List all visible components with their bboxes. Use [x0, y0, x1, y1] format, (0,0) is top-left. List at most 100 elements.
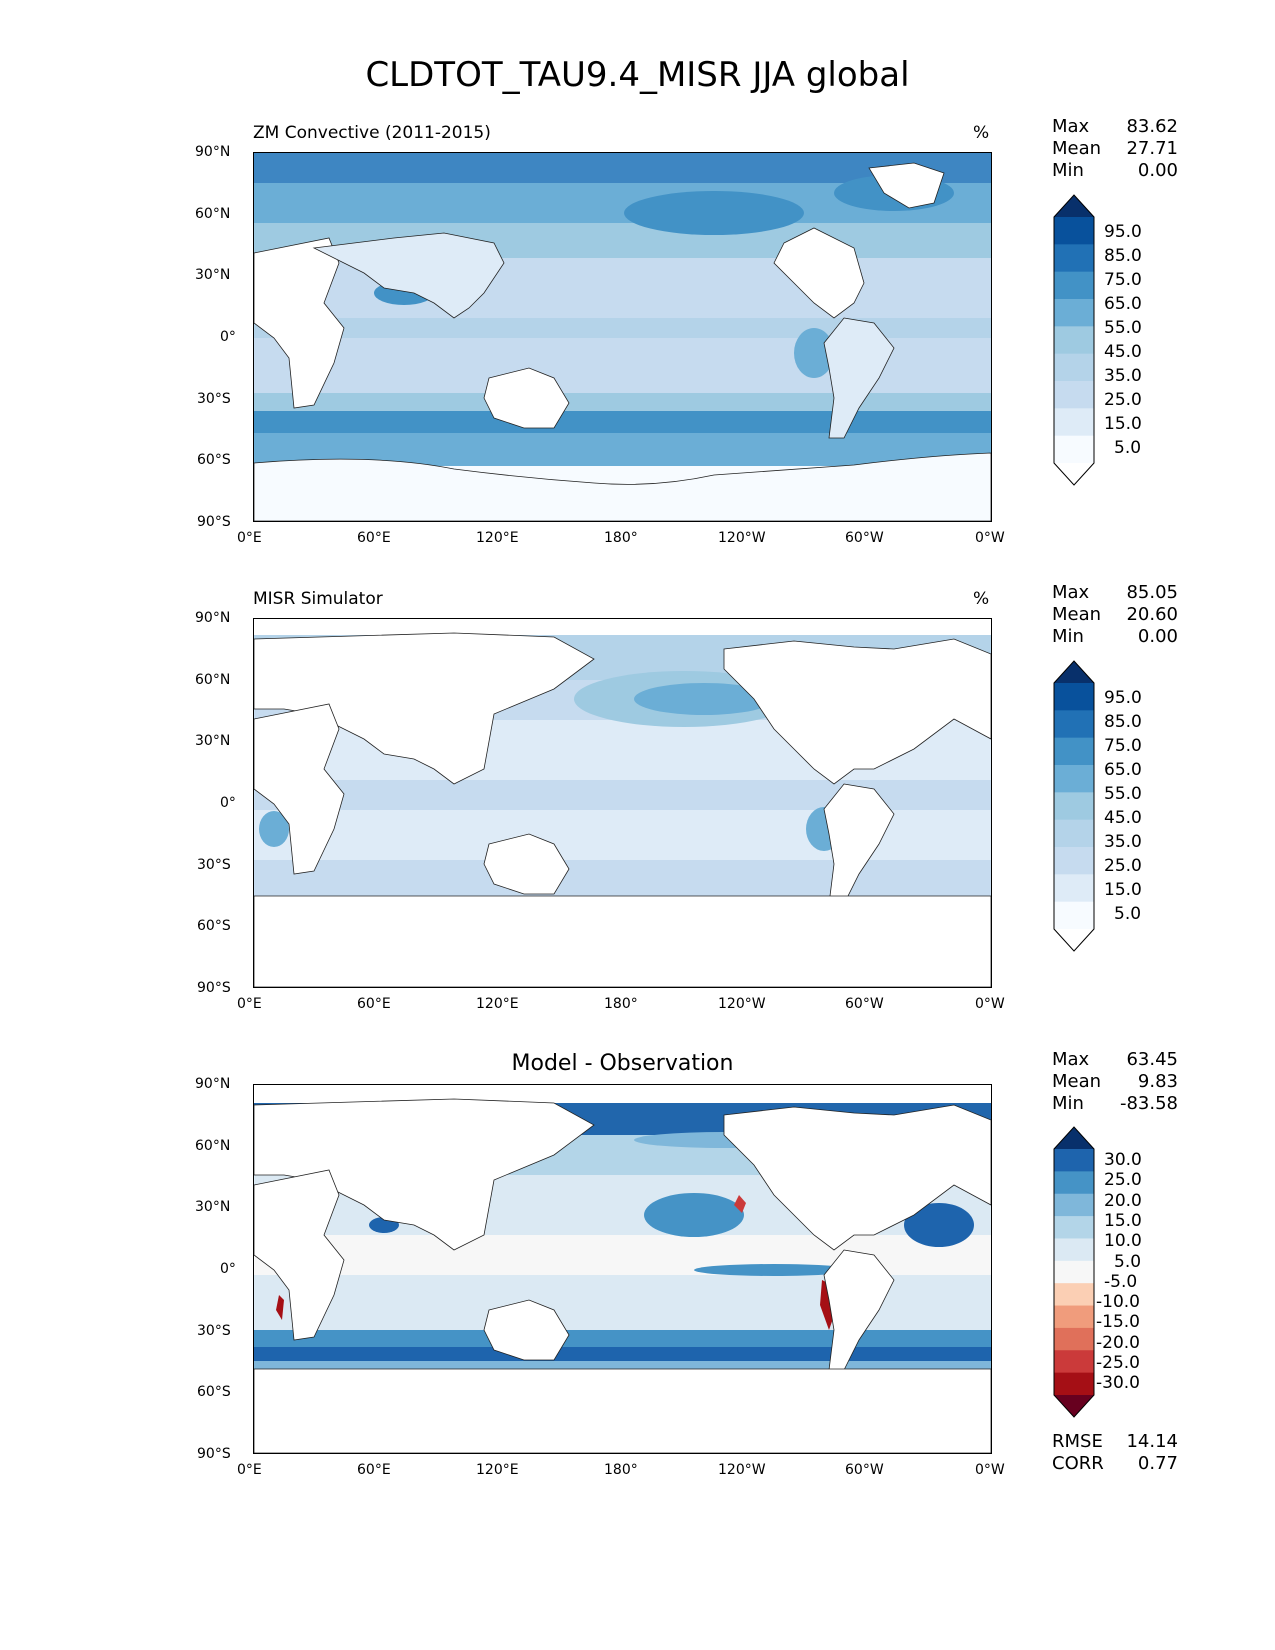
colorbar-label: 95.0 — [1104, 222, 1142, 242]
x-tick-label: 60°E — [357, 996, 391, 1012]
stat-value: 0.00 — [1137, 160, 1178, 181]
stat-label: Min — [1052, 1093, 1084, 1114]
colorbar-swatch — [1054, 1350, 1094, 1374]
x-tick-label: 0°E — [237, 530, 262, 546]
colorbar-label: -10.0 — [1096, 1292, 1140, 1312]
panel-2-units: % — [973, 589, 990, 609]
x-tick-label: 120°E — [476, 1462, 519, 1478]
stat-label: Max — [1052, 1049, 1090, 1070]
stat-value: 27.71 — [1126, 138, 1178, 159]
colorbar-extend-min — [1054, 929, 1094, 951]
colorbar-swatch — [1054, 1171, 1094, 1195]
colorbar-swatch — [1054, 381, 1094, 409]
colorbar-label: 5.0 — [1114, 438, 1142, 458]
x-tick-label: 180° — [604, 1462, 638, 1478]
panel-3-stats: Max 63.45 Mean 9.83 Min -83.58 — [1052, 1049, 1178, 1115]
colorbar-swatch — [1054, 1193, 1094, 1217]
colorbar-outline — [1053, 1126, 1095, 1418]
colorbar-label: 45.0 — [1104, 342, 1142, 362]
panel-1-stats: Max 83.62 Mean 27.71 Min 0.00 — [1052, 116, 1178, 182]
y-tick-label: 60°N — [195, 1138, 231, 1154]
stat-label: Mean — [1052, 604, 1102, 625]
panel-1-map — [253, 152, 992, 522]
colorbar-swatches — [1053, 660, 1095, 952]
colorbar-label: 35.0 — [1104, 366, 1142, 386]
x-tick-label: 120°E — [476, 996, 519, 1012]
colorbar-swatch — [1054, 326, 1094, 355]
colorbar-label: -25.0 — [1096, 1353, 1140, 1373]
colorbar-label: -30.0 — [1096, 1373, 1140, 1393]
y-tick-label: 30°S — [197, 857, 231, 873]
colorbar-swatch — [1054, 1216, 1094, 1239]
colorbar-swatch — [1054, 435, 1094, 464]
stat-value: 0.00 — [1137, 626, 1178, 647]
x-tick-label: 60°E — [357, 1462, 391, 1478]
y-tick-label: 30°S — [197, 391, 231, 407]
y-tick-label: 90°N — [195, 144, 231, 160]
stat-value: -83.58 — [1119, 1093, 1178, 1114]
colorbar-label: 15.0 — [1104, 414, 1142, 434]
panel-3-metrics: RMSE 14.14 CORR 0.77 — [1052, 1431, 1178, 1475]
panel-3-colorbar — [1053, 1126, 1095, 1418]
stat-value: 9.83 — [1137, 1071, 1178, 1092]
colorbar-swatch — [1054, 819, 1094, 848]
colorbar-swatch — [1054, 1305, 1094, 1329]
colorbar-label: 85.0 — [1104, 246, 1142, 266]
x-tick-label: 0°W — [975, 530, 1005, 546]
colorbar-label: 20.0 — [1104, 1191, 1142, 1211]
colorbar-label: -20.0 — [1096, 1333, 1140, 1353]
colorbar-swatch — [1054, 217, 1094, 245]
colorbar-label: 65.0 — [1104, 294, 1142, 314]
x-tick-label: 60°W — [845, 1462, 884, 1478]
colorbar-swatches — [1053, 1126, 1095, 1418]
y-tick-label: 30°S — [197, 1323, 231, 1339]
colorbar-swatch — [1054, 765, 1094, 793]
colorbar-extend-max — [1054, 195, 1094, 217]
y-tick-label: 60°N — [195, 672, 231, 688]
colorbar-label: 15.0 — [1104, 880, 1142, 900]
colorbar-label: 10.0 — [1104, 1231, 1142, 1251]
colorbar-swatch — [1054, 1327, 1094, 1351]
colorbar-extend-max — [1054, 661, 1094, 683]
x-tick-label: 120°W — [718, 996, 766, 1012]
colorbar-swatches — [1053, 194, 1095, 486]
y-tick-label: 0° — [220, 795, 236, 811]
colorbar-swatch — [1054, 299, 1094, 327]
panel-2-map — [253, 618, 992, 988]
panel-2-title: MISR Simulator — [253, 589, 383, 609]
metric-value: 14.14 — [1126, 1431, 1178, 1452]
y-tick-label: 90°S — [197, 980, 231, 996]
stat-label: Max — [1052, 582, 1090, 603]
panel-3-title: Model - Observation — [511, 1051, 734, 1076]
metric-value: 0.77 — [1137, 1453, 1178, 1474]
colorbar-swatch — [1054, 271, 1094, 300]
colorbar-swatch — [1054, 1372, 1094, 1396]
colorbar-swatch — [1054, 847, 1094, 875]
y-tick-label: 90°N — [195, 610, 231, 626]
stat-label: Mean — [1052, 138, 1102, 159]
colorbar-extend-min — [1054, 463, 1094, 485]
x-tick-label: 180° — [604, 996, 638, 1012]
colorbar-swatch — [1054, 874, 1094, 903]
stat-value: 85.05 — [1126, 582, 1178, 603]
y-tick-label: 0° — [220, 329, 236, 345]
panel-1-title: ZM Convective (2011-2015) — [253, 123, 491, 143]
colorbar-label: 65.0 — [1104, 760, 1142, 780]
colorbar-label: 30.0 — [1104, 1150, 1142, 1170]
colorbar-extend-min — [1054, 1395, 1094, 1417]
colorbar-label: 15.0 — [1104, 1211, 1142, 1231]
stat-value: 83.62 — [1126, 116, 1178, 137]
x-tick-label: 180° — [604, 530, 638, 546]
y-tick-label: 30°N — [195, 733, 231, 749]
x-tick-label: 120°W — [718, 530, 766, 546]
colorbar-label: 25.0 — [1104, 1170, 1142, 1190]
colorbar-swatch — [1054, 1260, 1094, 1284]
y-tick-label: 0° — [220, 1261, 236, 1277]
colorbar-label: 55.0 — [1104, 784, 1142, 804]
x-tick-label: 0°W — [975, 1462, 1005, 1478]
stat-label: Min — [1052, 160, 1084, 181]
stat-value: 63.45 — [1126, 1049, 1178, 1070]
colorbar-label: 55.0 — [1104, 318, 1142, 338]
colorbar-label: 75.0 — [1104, 270, 1142, 290]
colorbar-swatch — [1054, 244, 1094, 273]
